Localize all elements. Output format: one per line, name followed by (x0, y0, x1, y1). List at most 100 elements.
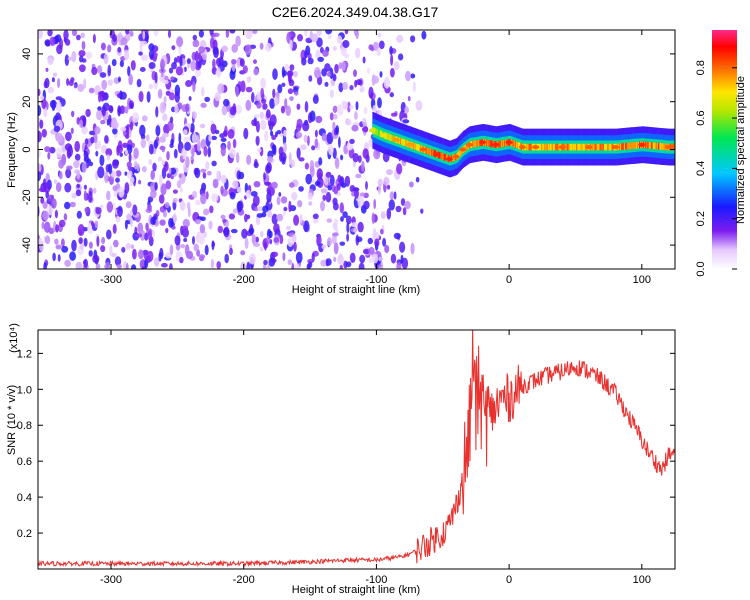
noise-blob (333, 256, 337, 262)
signal-cell (458, 150, 460, 158)
noise-blob (284, 98, 288, 109)
noise-blob (172, 212, 177, 224)
noise-blob (307, 192, 313, 200)
noise-blob (289, 64, 295, 71)
noise-blob (150, 189, 157, 199)
noise-blob (45, 235, 51, 245)
noise-blob (245, 189, 251, 199)
signal-cell (459, 149, 461, 157)
signal-cell (501, 140, 504, 147)
noise-blob (241, 228, 248, 239)
noise-blob (148, 83, 154, 90)
noise-blob (152, 162, 157, 172)
noise-blob (64, 182, 72, 193)
noise-blob (159, 101, 167, 114)
noise-blob (168, 217, 174, 228)
y-tick-label: -40 (21, 237, 33, 253)
noise-blob (384, 244, 390, 254)
noise-blob (139, 124, 146, 137)
noise-blob (209, 30, 214, 36)
signal-cell (572, 143, 574, 151)
noise-blob (256, 213, 264, 218)
noise-blob (44, 146, 51, 153)
noise-blob (255, 135, 260, 146)
noise-blob (301, 57, 307, 66)
noise-blob (106, 201, 114, 213)
noise-blob (388, 199, 395, 211)
noise-blob (71, 51, 77, 63)
colorbar-axis: 0.0 0.2 0.4 0.6 0.8 (695, 60, 737, 277)
noise-blob (131, 264, 137, 269)
noise-blob (100, 119, 106, 125)
noise-blob (363, 107, 368, 115)
signal-cell (544, 143, 546, 151)
noise-blob (110, 171, 117, 178)
spectrogram-y-label: Frequency (Hz) (6, 112, 18, 188)
noise-blob (185, 103, 190, 112)
signal-cell (663, 143, 665, 150)
noise-blob (124, 106, 129, 114)
signal-peak (638, 142, 646, 147)
noise-blob (383, 176, 390, 186)
noise-blob (289, 159, 296, 168)
noise-blob (334, 63, 339, 74)
noise-blob (88, 87, 95, 94)
noise-blob (268, 230, 273, 239)
noise-blob (421, 30, 427, 40)
noise-blob (90, 136, 95, 144)
noise-blob (304, 50, 308, 59)
noise-blob (276, 213, 284, 222)
noise-blob (180, 244, 186, 249)
noise-blob (104, 135, 109, 144)
noise-blob (99, 204, 104, 210)
noise-blob (106, 154, 111, 161)
signal-cell (630, 142, 632, 150)
signal-cell (466, 143, 469, 150)
noise-blob (252, 30, 258, 34)
noise-blob (47, 194, 54, 203)
noise-blob (104, 171, 109, 184)
noise-blob (157, 88, 163, 99)
noise-blob (180, 187, 183, 193)
noise-blob (277, 84, 283, 94)
noise-blob (216, 67, 221, 78)
noise-blob (122, 142, 128, 148)
signal-cell (671, 143, 674, 151)
noise-blob (47, 30, 53, 37)
noise-blob (140, 138, 146, 149)
noise-blob (179, 155, 183, 161)
noise-blob (131, 142, 135, 149)
noise-blob (326, 132, 334, 145)
noise-blob (124, 149, 129, 155)
noise-blob (322, 194, 327, 201)
noise-blob (371, 212, 375, 225)
noise-blob (353, 30, 359, 37)
noise-blob (291, 192, 298, 201)
noise-blob (314, 129, 318, 138)
noise-blob (390, 54, 394, 66)
signal-cell (416, 143, 418, 151)
noise-blob (55, 244, 62, 250)
noise-blob (216, 261, 221, 269)
y-tick-label: 0.4 (17, 492, 32, 504)
noise-blob (112, 223, 117, 234)
signal-cell (418, 144, 420, 152)
noise-blob (271, 134, 277, 140)
noise-blob (400, 198, 406, 206)
noise-blob (389, 191, 395, 201)
x-tick-label: 0 (506, 574, 512, 586)
signal-peak (432, 152, 440, 157)
noise-blob (289, 39, 293, 51)
noise-blob (325, 259, 329, 267)
noise-blob (121, 246, 126, 253)
noise-blob (337, 35, 343, 44)
noise-blob (308, 201, 313, 206)
noise-blob (153, 257, 160, 267)
signal-cell (552, 143, 555, 151)
noise-blob (307, 57, 314, 65)
noise-blob (66, 165, 73, 171)
noise-blob (162, 113, 168, 121)
noise-blob (220, 137, 227, 142)
noise-blob (194, 218, 201, 225)
noise-blob (69, 201, 76, 208)
